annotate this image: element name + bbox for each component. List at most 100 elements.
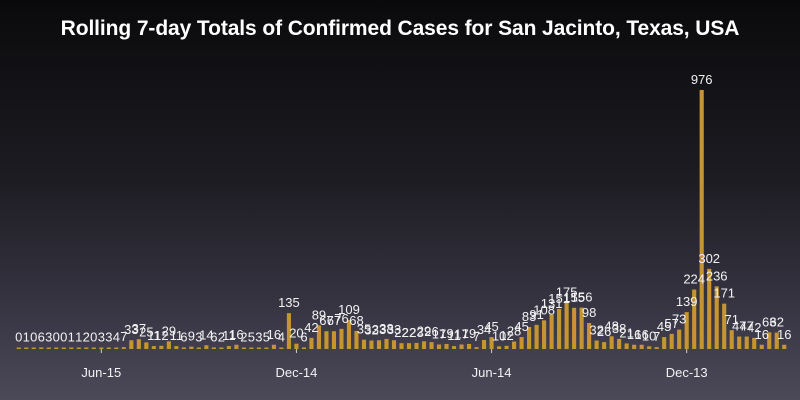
bar [444, 343, 449, 349]
x-axis: Jun-15 Dec-14 Jun-14 Dec-13 [81, 349, 708, 380]
data-label: 20 [289, 326, 303, 341]
data-label: 38 [612, 321, 626, 336]
bar [189, 346, 194, 349]
bar [361, 339, 367, 349]
data-label: 2 [218, 330, 225, 345]
data-label: 6 [38, 329, 45, 344]
bar [114, 347, 119, 349]
bar [256, 347, 261, 349]
bar [489, 337, 494, 349]
data-label: 33 [372, 322, 386, 337]
data-label: 135 [278, 295, 300, 310]
bar [264, 347, 269, 349]
bar [234, 344, 239, 349]
data-label: 35 [357, 322, 371, 337]
data-label: 131 [541, 296, 563, 311]
data-label: 19 [462, 326, 476, 341]
data-label: 6 [210, 329, 217, 344]
bar [369, 340, 374, 349]
bar [744, 336, 749, 349]
bar [219, 347, 224, 349]
bar [331, 331, 337, 349]
bar [166, 341, 171, 349]
data-label: 45 [657, 319, 671, 334]
data-label: 236 [706, 268, 728, 283]
bar [594, 340, 599, 349]
bar [707, 268, 712, 349]
data-label: 11 [147, 328, 161, 343]
bar [767, 332, 772, 349]
data-label: 45 [484, 319, 498, 334]
data-label: 12 [154, 328, 168, 343]
data-label: 7 [120, 329, 127, 344]
data-label: 0 [30, 330, 37, 345]
data-label: 4 [113, 330, 120, 345]
bar [226, 346, 231, 349]
data-label: 16 [634, 327, 648, 342]
bar [414, 342, 419, 349]
data-label: 109 [338, 302, 360, 317]
data-label: 3 [98, 330, 105, 345]
data-label: 12 [499, 328, 513, 343]
bar [639, 344, 644, 349]
data-label: 89 [312, 307, 326, 322]
data-label: 32 [589, 323, 603, 338]
bar [699, 90, 704, 349]
bar [519, 337, 524, 349]
bar [249, 347, 254, 349]
data-label: 2 [240, 330, 247, 345]
bar [151, 346, 156, 349]
data-label: 17 [432, 326, 446, 341]
data-label: 67 [319, 313, 333, 328]
data-label: 68 [349, 313, 363, 328]
data-label: 63 [762, 314, 776, 329]
data-label: 26 [424, 324, 438, 339]
bar [301, 347, 306, 349]
data-label: 29 [162, 323, 176, 338]
x-tick-label: Jun-14 [472, 365, 512, 380]
bar [504, 345, 509, 349]
bar [174, 346, 179, 349]
bar [196, 347, 201, 349]
data-label: 34 [477, 322, 491, 337]
data-label: 22 [402, 325, 416, 340]
data-label: 151 [548, 291, 570, 306]
bar [624, 343, 629, 349]
bar [406, 343, 412, 349]
data-label: 32 [364, 323, 378, 338]
bar [481, 339, 487, 349]
data-label: 1 [75, 330, 82, 345]
data-label: 6 [300, 329, 307, 344]
bar [376, 340, 382, 349]
bar [84, 347, 89, 349]
data-label: 4 [278, 330, 285, 345]
bar [534, 324, 539, 349]
data-label: 45 [514, 319, 528, 334]
bar [451, 346, 457, 349]
bar [512, 341, 517, 349]
data-label: 16 [229, 327, 243, 342]
bar [466, 343, 472, 349]
data-label: 33 [124, 322, 138, 337]
data-label: 156 [571, 290, 593, 305]
bar [61, 347, 66, 349]
bar [602, 342, 607, 349]
bar [632, 344, 637, 349]
data-label: 11 [447, 328, 461, 343]
data-label: 47 [732, 319, 746, 334]
data-label: 976 [691, 72, 713, 87]
data-label: 6 [180, 329, 187, 344]
data-label: 0 [15, 330, 22, 345]
data-label: 73 [672, 312, 686, 327]
data-label: 76 [334, 311, 348, 326]
bar [729, 330, 734, 349]
data-label: 155 [563, 290, 585, 305]
bar [24, 347, 29, 349]
data-label: 10 [492, 328, 506, 343]
bar [474, 347, 479, 349]
data-label: 108 [533, 302, 555, 317]
bar [346, 320, 352, 349]
bar [549, 314, 554, 349]
bar [316, 325, 322, 349]
